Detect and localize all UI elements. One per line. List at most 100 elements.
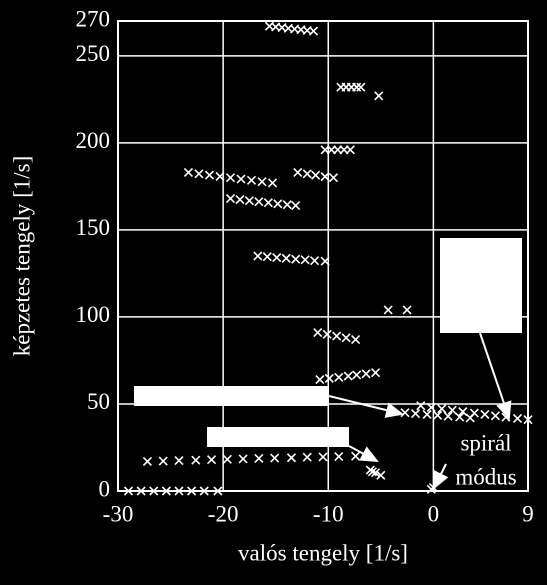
marker xyxy=(286,453,297,463)
marker xyxy=(356,82,366,92)
marker xyxy=(293,167,303,178)
marker xyxy=(174,486,184,496)
marker xyxy=(282,200,292,210)
y-tick-label: 250 xyxy=(76,41,111,66)
marker xyxy=(416,401,426,411)
marker xyxy=(320,172,330,182)
x-tick-label: -10 xyxy=(313,501,344,526)
marker xyxy=(443,411,453,421)
marker xyxy=(246,175,257,185)
marker xyxy=(458,407,468,417)
marker xyxy=(206,455,217,465)
marker xyxy=(383,305,393,315)
marker xyxy=(263,198,273,208)
label-box xyxy=(207,427,349,447)
marker xyxy=(334,451,344,462)
marker xyxy=(328,173,339,183)
marker xyxy=(253,251,263,261)
marker xyxy=(512,413,523,423)
marker xyxy=(374,91,384,101)
marker xyxy=(320,256,330,266)
marker xyxy=(402,305,412,315)
x-tick-label: -20 xyxy=(208,501,239,526)
marker xyxy=(222,454,232,464)
marker xyxy=(199,486,209,496)
marker xyxy=(345,145,355,155)
marker xyxy=(322,329,332,339)
marker xyxy=(161,486,171,496)
y-tick-label: 200 xyxy=(76,128,111,153)
marker xyxy=(367,467,377,477)
marker xyxy=(465,413,475,423)
marker xyxy=(238,454,248,464)
marker xyxy=(254,453,264,464)
marker xyxy=(262,252,272,262)
marker xyxy=(291,254,301,264)
marker xyxy=(281,253,291,263)
marker xyxy=(343,371,353,381)
marker xyxy=(370,368,381,378)
marker xyxy=(257,177,267,187)
marker xyxy=(270,453,280,463)
marker xyxy=(351,451,361,461)
marker xyxy=(136,486,146,496)
y-tick-label: 270 xyxy=(76,6,111,31)
marker xyxy=(310,256,320,266)
marker xyxy=(272,253,282,263)
marker xyxy=(191,455,201,465)
marker xyxy=(334,372,344,382)
marker xyxy=(410,408,421,419)
marker xyxy=(376,470,386,480)
marker xyxy=(308,26,319,36)
marker xyxy=(273,199,283,209)
marker xyxy=(225,173,236,183)
marker xyxy=(361,369,371,379)
marker xyxy=(315,375,325,385)
label-box xyxy=(440,238,522,333)
arrow xyxy=(433,463,449,490)
y-tick-label: 0 xyxy=(99,476,111,501)
annotation: spirál xyxy=(460,430,511,455)
marker xyxy=(244,196,254,206)
marker xyxy=(236,174,246,184)
x-tick-label: 9 xyxy=(522,501,534,526)
marker xyxy=(480,409,490,419)
arrow xyxy=(328,395,404,418)
marker xyxy=(332,331,342,341)
marker xyxy=(225,193,236,204)
marker xyxy=(447,405,457,415)
marker xyxy=(437,404,447,414)
x-tick-label: 0 xyxy=(428,501,440,526)
marker xyxy=(370,468,381,478)
x-tick-label: -30 xyxy=(103,501,134,526)
label-box xyxy=(134,386,329,406)
marker xyxy=(213,486,223,496)
marker xyxy=(302,452,312,462)
marker xyxy=(183,167,194,178)
plot-frame xyxy=(117,20,529,492)
marker xyxy=(302,169,312,179)
marker xyxy=(187,486,197,496)
y-tick-label: 150 xyxy=(76,215,111,240)
marker xyxy=(351,334,361,345)
marker xyxy=(422,409,432,419)
y-axis-label: képzetes tengely [1/s] xyxy=(9,156,34,357)
marker xyxy=(267,178,278,188)
x-axis-label: valós tengely [1/s] xyxy=(238,540,408,565)
marker xyxy=(235,195,245,205)
marker xyxy=(324,373,334,383)
marker xyxy=(352,370,362,380)
marker xyxy=(318,452,328,462)
y-tick-label: 100 xyxy=(76,302,111,327)
marker xyxy=(204,170,215,180)
marker xyxy=(291,200,301,211)
marker xyxy=(158,456,168,466)
marker xyxy=(426,402,436,413)
marker xyxy=(149,486,159,496)
marker xyxy=(313,328,323,338)
arrow xyxy=(348,445,379,462)
marker xyxy=(123,486,134,496)
marker xyxy=(311,170,321,180)
marker xyxy=(455,412,465,422)
